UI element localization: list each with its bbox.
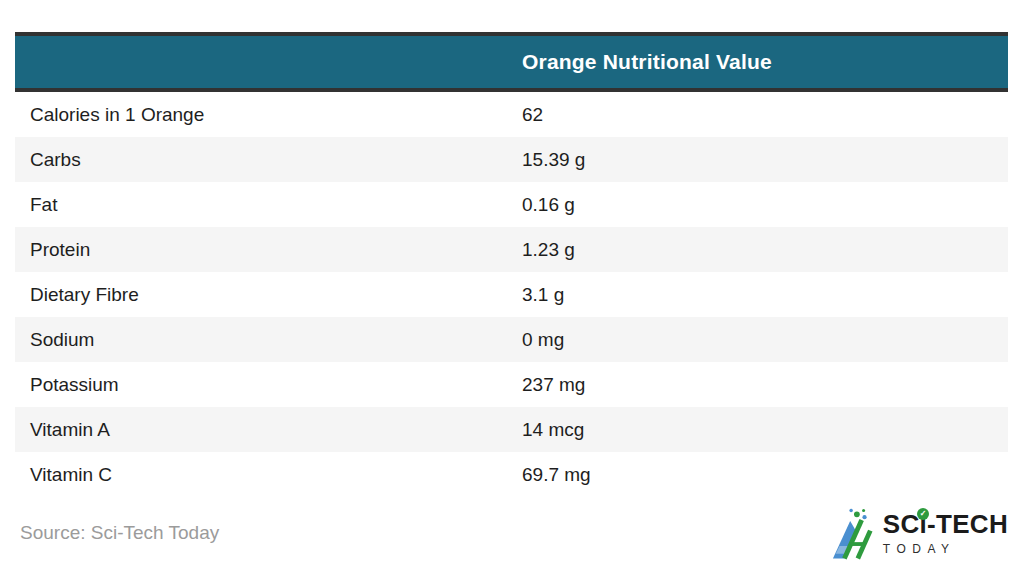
logo-i: i✓ xyxy=(920,511,928,538)
logo-title: SCi✓-TECH xyxy=(883,511,1008,538)
table-title: Orange Nutritional Value xyxy=(522,50,772,74)
row-value: 237 mg xyxy=(522,374,1008,396)
table-row: Calories in 1 Orange 62 xyxy=(15,92,1008,137)
row-value: 3.1 g xyxy=(522,284,1008,306)
infographic-canvas: Orange Nutritional Value Calories in 1 O… xyxy=(0,0,1024,567)
row-value: 15.39 g xyxy=(522,149,1008,171)
source-attribution: Source: Sci-Tech Today xyxy=(20,522,219,544)
table-row: Sodium 0 mg xyxy=(15,317,1008,362)
table-row: Protein 1.23 g xyxy=(15,227,1008,272)
row-label: Vitamin A xyxy=(15,419,522,441)
table-row: Vitamin C 69.7 mg xyxy=(15,452,1008,497)
nutrition-table: Orange Nutritional Value Calories in 1 O… xyxy=(15,32,1008,497)
scitech-today-logo: SCi✓-TECH TODAY xyxy=(831,506,1008,561)
row-value: 62 xyxy=(522,104,1008,126)
row-value: 69.7 mg xyxy=(522,464,1008,486)
row-label: Carbs xyxy=(15,149,522,171)
row-label: Dietary Fibre xyxy=(15,284,522,306)
table-row: Vitamin A 14 mcg xyxy=(15,407,1008,452)
row-value: 0 mg xyxy=(522,329,1008,351)
row-label: Potassium xyxy=(15,374,522,396)
row-value: 14 mcg xyxy=(522,419,1008,441)
table-row: Fat 0.16 g xyxy=(15,182,1008,227)
logo-title-prefix: SC xyxy=(883,509,920,539)
logo-title-suffix: -TECH xyxy=(927,509,1008,539)
table-row: Carbs 15.39 g xyxy=(15,137,1008,182)
logo-subtitle: TODAY xyxy=(883,542,1008,556)
logo-text: SCi✓-TECH TODAY xyxy=(883,511,1008,555)
check-icon: ✓ xyxy=(917,508,929,520)
row-value: 1.23 g xyxy=(522,239,1008,261)
table-header: Orange Nutritional Value xyxy=(15,32,1008,92)
row-label: Fat xyxy=(15,194,522,216)
row-label: Protein xyxy=(15,239,522,261)
table-row: Potassium 237 mg xyxy=(15,362,1008,407)
row-value: 0.16 g xyxy=(522,194,1008,216)
row-label: Calories in 1 Orange xyxy=(15,104,522,126)
row-label: Vitamin C xyxy=(15,464,522,486)
row-label: Sodium xyxy=(15,329,522,351)
scitech-logo-icon xyxy=(831,506,877,561)
table-row: Dietary Fibre 3.1 g xyxy=(15,272,1008,317)
